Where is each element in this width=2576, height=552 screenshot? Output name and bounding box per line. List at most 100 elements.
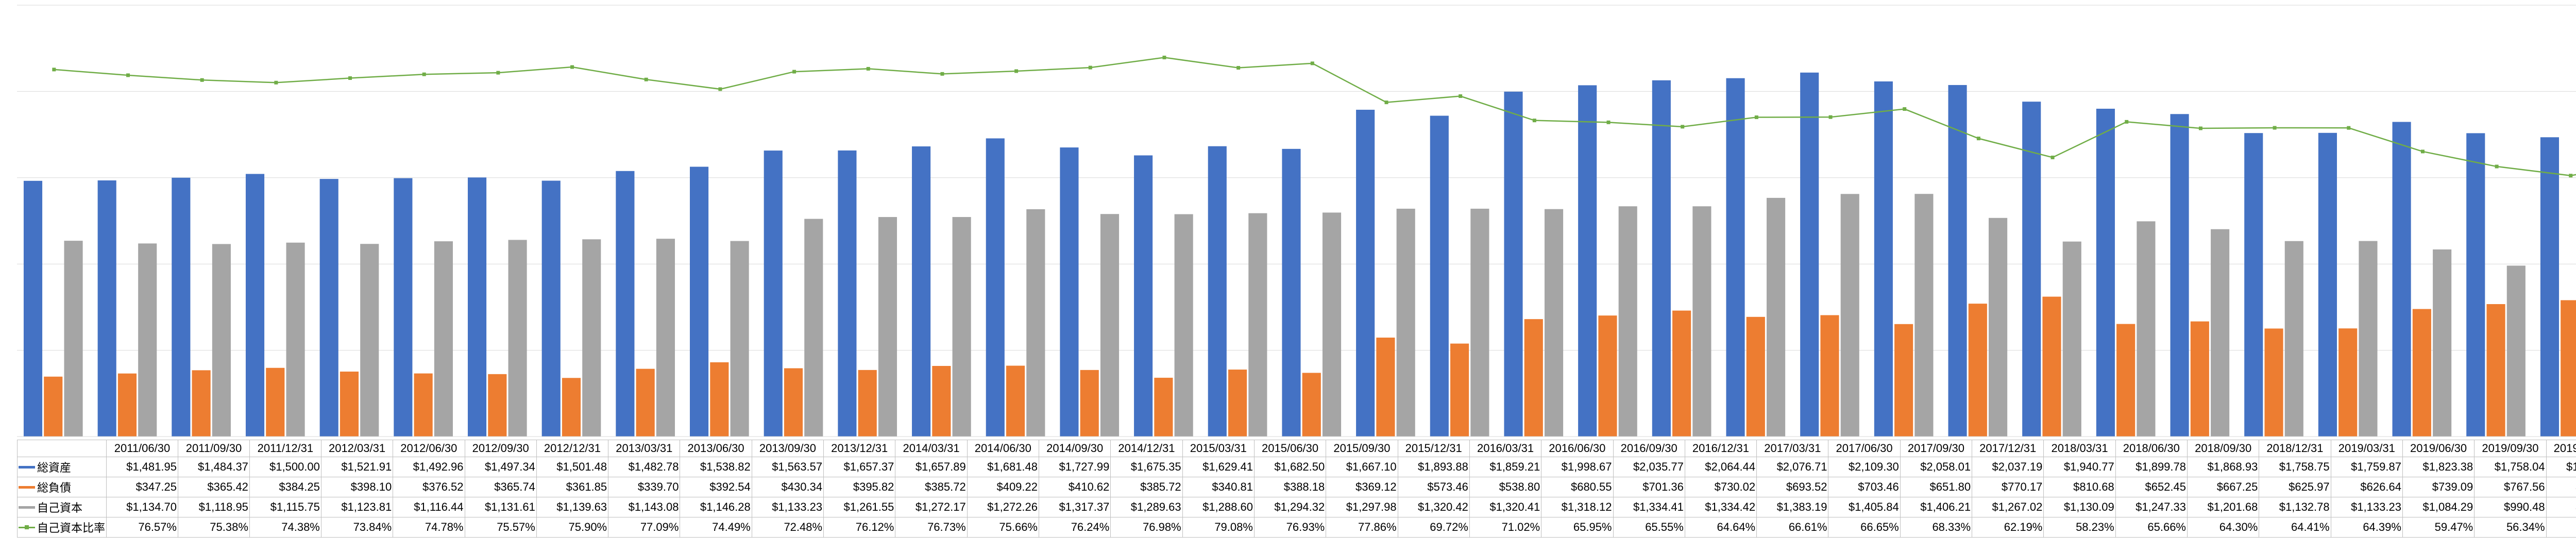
cell: $1,288.60 xyxy=(1182,497,1254,517)
bar-s2 xyxy=(1228,370,1247,437)
bar-s1 xyxy=(690,167,708,437)
bar-s2 xyxy=(2042,297,2061,437)
cell: $2,035.77 xyxy=(1613,457,1685,477)
cell: $1,497.34 xyxy=(465,457,536,477)
col-header: 2017/12/31 xyxy=(1972,440,2044,457)
col-header: 2019/12/31 xyxy=(2546,440,2576,457)
bar-s1 xyxy=(1134,155,1153,437)
bar-s3 xyxy=(138,243,157,437)
cell: $1,823.38 xyxy=(2402,457,2474,477)
cell: $1,563.57 xyxy=(752,457,823,477)
marker-s4 xyxy=(2125,120,2128,124)
marker-s4 xyxy=(1089,66,1092,70)
col-header: 2012/03/31 xyxy=(321,440,393,457)
bar-s1 xyxy=(2540,137,2559,437)
cell: $369.12 xyxy=(1326,477,1398,497)
cell: 68.33% xyxy=(1900,517,1972,538)
marker-s4 xyxy=(1014,69,1018,73)
bar-s1 xyxy=(1356,110,1375,437)
cell: $1,538.82 xyxy=(680,457,752,477)
cell: 76.24% xyxy=(1039,517,1111,538)
bar-s3 xyxy=(804,219,823,437)
cell: $1,998.67 xyxy=(1541,457,1613,477)
marker-s4 xyxy=(940,72,944,76)
cell: 56.34% xyxy=(2475,517,2546,538)
cell: $385.72 xyxy=(895,477,967,497)
bar-s3 xyxy=(64,241,82,437)
col-header: 2014/03/31 xyxy=(895,440,967,457)
cell: 76.57% xyxy=(107,517,178,538)
cell: $1,146.28 xyxy=(680,497,752,517)
marker-s4 xyxy=(2421,149,2425,153)
bar-s1 xyxy=(838,150,856,437)
bar-s3 xyxy=(1841,194,1859,437)
bar-s1 xyxy=(24,181,42,437)
marker-s4 xyxy=(496,71,500,75)
bar-s3 xyxy=(1692,206,1711,437)
marker-s4 xyxy=(645,78,648,81)
bar-s1 xyxy=(1060,147,1078,437)
bar-s3 xyxy=(1767,198,1785,437)
bar-s2 xyxy=(2561,300,2576,437)
cell: $1,272.17 xyxy=(895,497,967,517)
bar-s1 xyxy=(172,178,190,437)
bar-s3 xyxy=(1100,214,1119,437)
col-header: 2017/06/30 xyxy=(1828,440,1900,457)
marker-s4 xyxy=(1977,137,1980,140)
bar-s3 xyxy=(953,217,971,437)
cell: $410.62 xyxy=(1039,477,1111,497)
cell: $538.80 xyxy=(1469,477,1541,497)
bar-s3 xyxy=(434,241,453,437)
bar-s1 xyxy=(2171,114,2189,437)
bar-s2 xyxy=(1598,315,1617,437)
cell: $388.18 xyxy=(1254,477,1326,497)
cell: 79.08% xyxy=(1182,517,1254,538)
marker-s4 xyxy=(1903,107,1906,111)
bar-s1 xyxy=(912,146,930,437)
bar-s1 xyxy=(394,178,412,437)
cell: $2,064.44 xyxy=(1685,457,1756,477)
bar-s1 xyxy=(986,138,1005,437)
marker-s4 xyxy=(1755,115,1758,119)
cell: $1,500.00 xyxy=(249,457,321,477)
col-header: 2018/09/30 xyxy=(2188,440,2259,457)
bar-s1 xyxy=(1208,146,1227,437)
bar-s2 xyxy=(2191,322,2209,437)
marker-s4 xyxy=(1459,94,1462,98)
cell: $1,261.55 xyxy=(824,497,895,517)
marker-s4 xyxy=(2347,126,2350,130)
col-header: 2014/12/31 xyxy=(1111,440,1182,457)
cell: 76.93% xyxy=(1254,517,1326,538)
bar-s3 xyxy=(1248,213,1267,437)
cell: $376.52 xyxy=(393,477,465,497)
col-header: 2018/12/31 xyxy=(2259,440,2331,457)
cell: $1,134.70 xyxy=(107,497,178,517)
bar-s3 xyxy=(360,244,379,437)
cell: 64.39% xyxy=(2331,517,2402,538)
bar-s1 xyxy=(320,179,338,437)
marker-s4 xyxy=(1236,66,1240,70)
marker-s4 xyxy=(1681,125,1684,128)
col-header: 2019/09/30 xyxy=(2475,440,2546,457)
bar-s3 xyxy=(2063,242,2081,437)
cell: $1,675.35 xyxy=(1111,457,1182,477)
cell: $1,657.37 xyxy=(824,457,895,477)
bar-s1 xyxy=(2393,122,2411,437)
col-header: 2014/06/30 xyxy=(967,440,1039,457)
marker-s4 xyxy=(348,76,352,80)
cell: $1,667.10 xyxy=(1326,457,1398,477)
col-header: 2012/09/30 xyxy=(465,440,536,457)
row-header-s3: 自己資本 xyxy=(18,497,107,517)
bar-s1 xyxy=(1726,78,1744,437)
cell: $1,759.87 xyxy=(2331,457,2402,477)
cell: $1,297.98 xyxy=(1326,497,1398,517)
cell: 65.55% xyxy=(1613,517,1685,538)
cell: $392.54 xyxy=(680,477,752,497)
bar-s1 xyxy=(1282,149,1300,437)
cell: $1,682.50 xyxy=(1254,457,1326,477)
cell: $1,492.96 xyxy=(393,457,465,477)
cell: $1,758.04 xyxy=(2475,457,2546,477)
bar-s3 xyxy=(2137,221,2155,437)
bar-s2 xyxy=(2338,328,2357,437)
bar-s3 xyxy=(2507,265,2526,437)
